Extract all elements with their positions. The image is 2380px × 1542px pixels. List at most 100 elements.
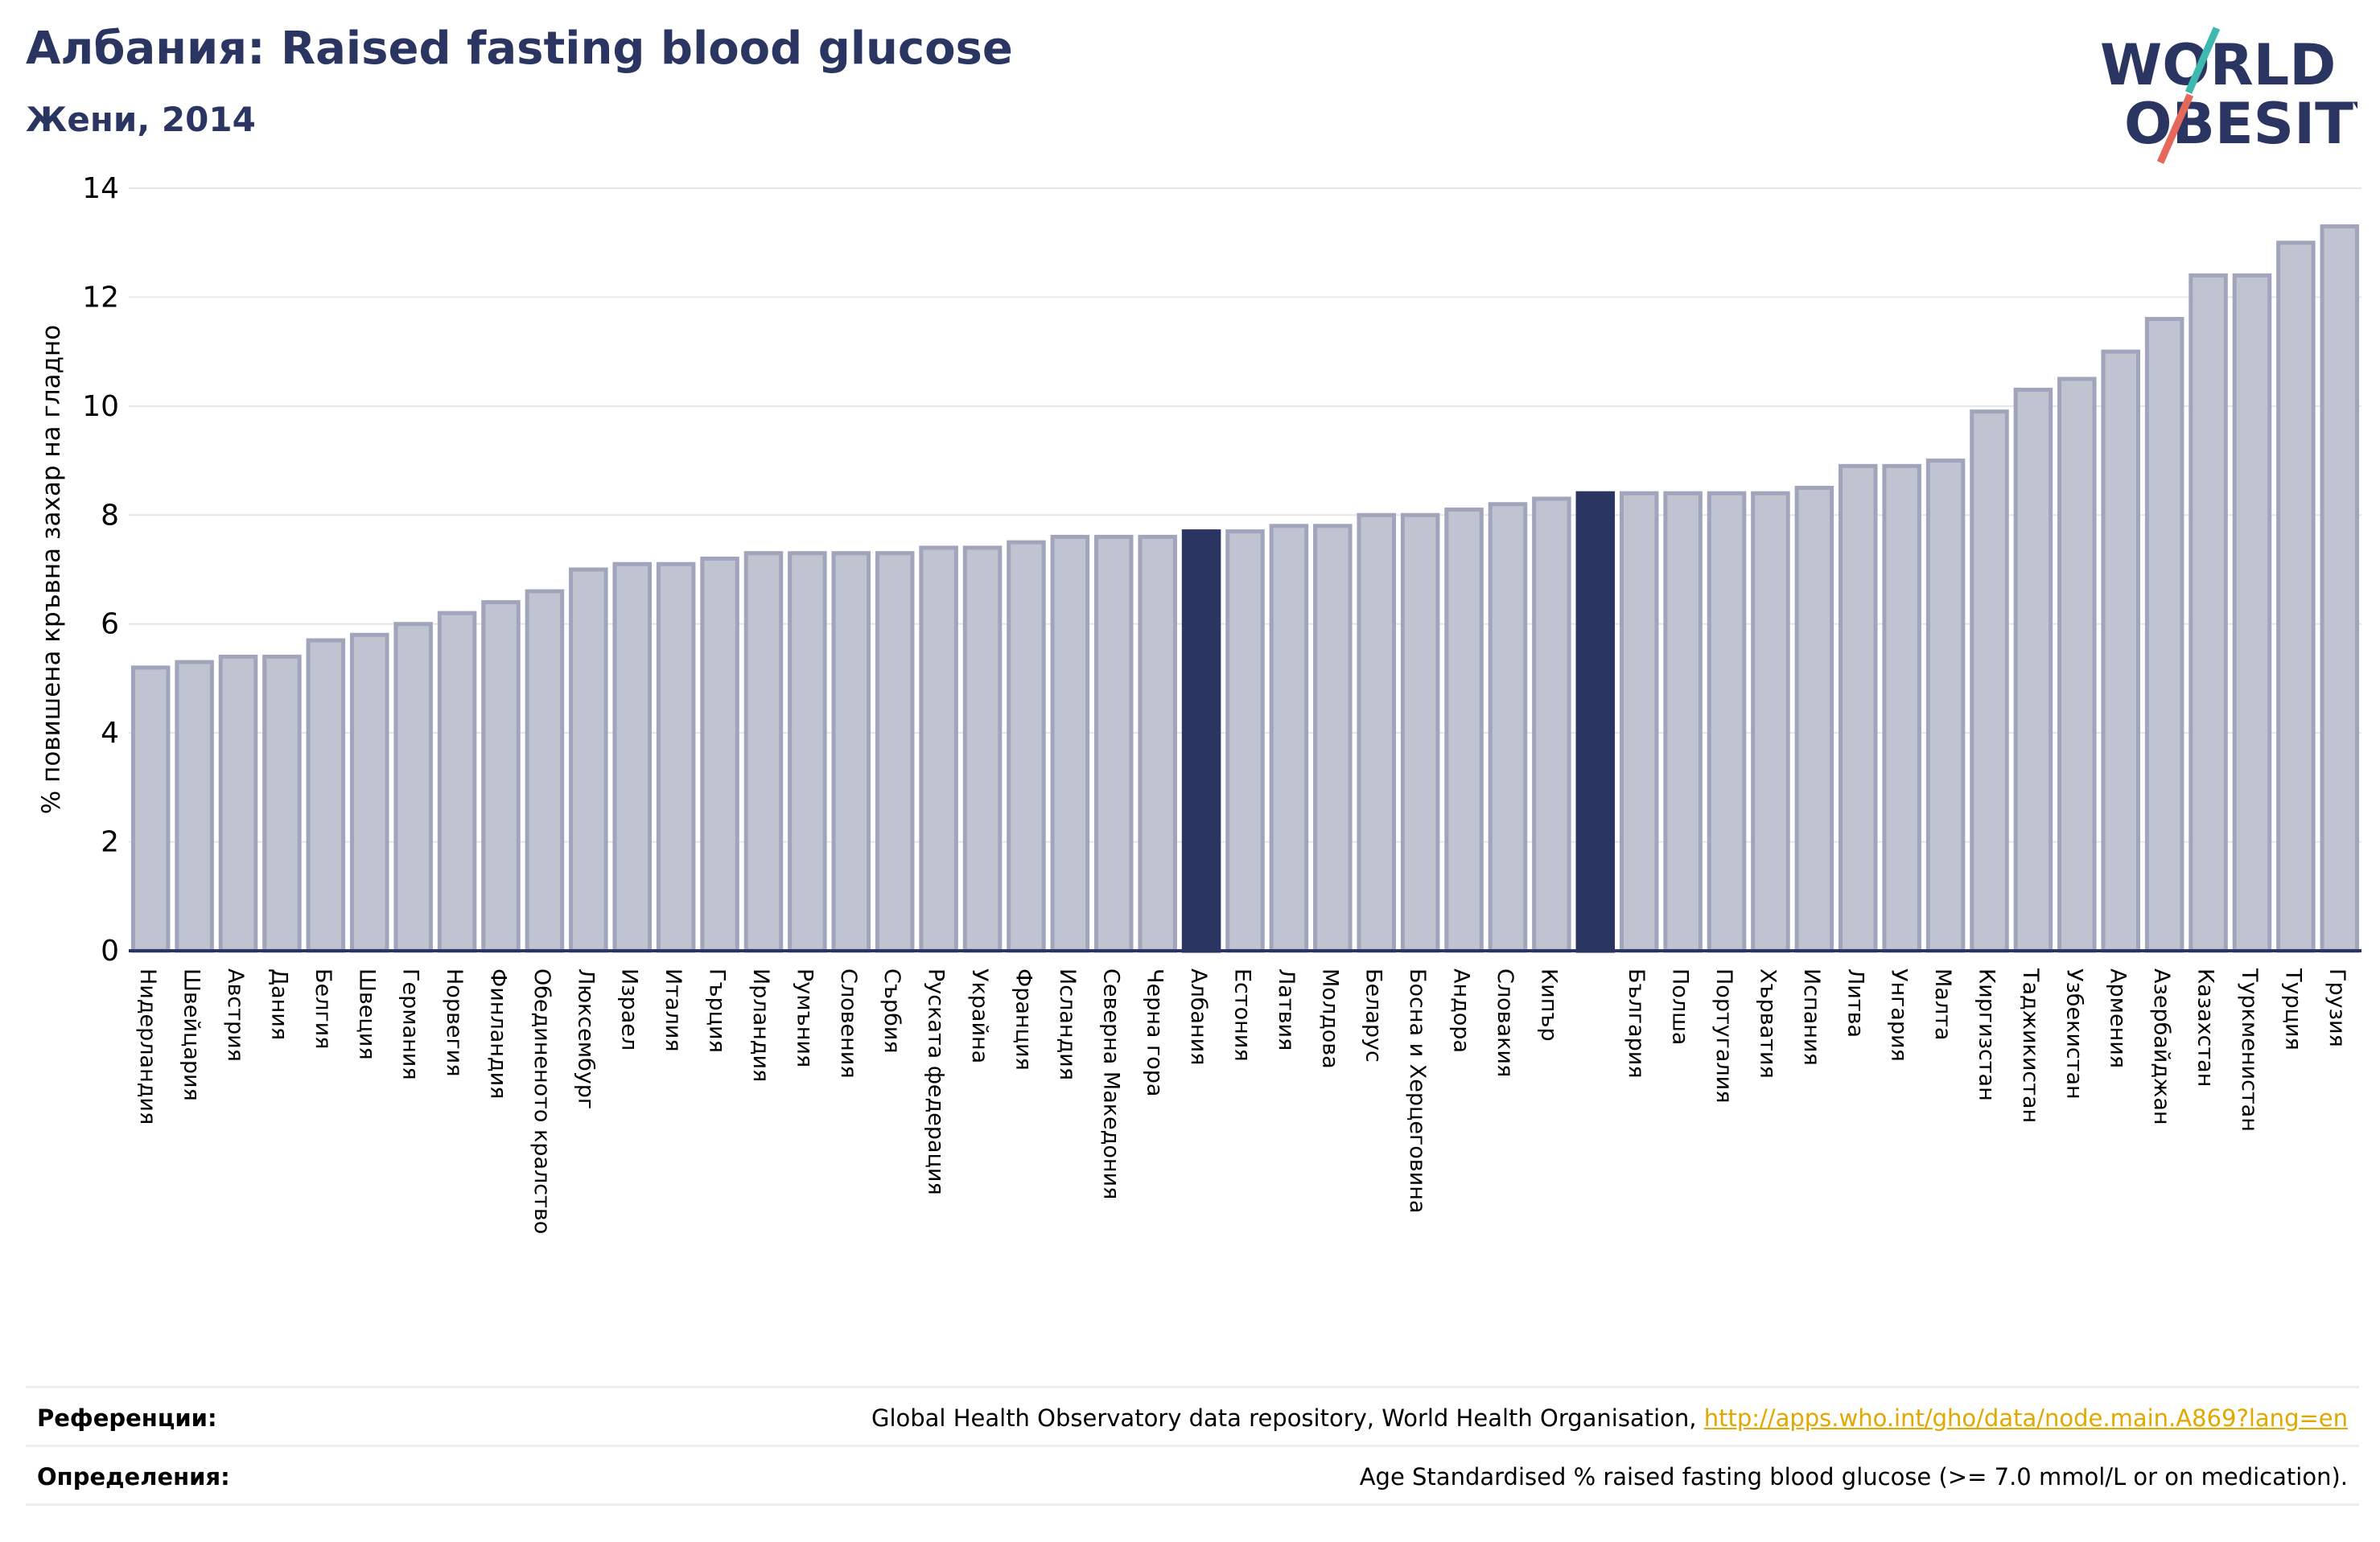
references-row: Референции: Global Health Observatory da… <box>26 1386 2359 1445</box>
bar <box>743 551 784 953</box>
x-tick-label: Нидерландия <box>135 968 160 1125</box>
bar <box>1007 540 1046 953</box>
x-tick-label: Армения <box>2106 968 2131 1068</box>
logo-slash-teal <box>2184 27 2221 94</box>
bar <box>2057 376 2097 953</box>
bar <box>262 654 302 953</box>
x-tick-label: Латвия <box>1274 968 1299 1051</box>
x-tick-label: Андора <box>1449 968 1474 1053</box>
x-tick-label: Германия <box>398 968 423 1080</box>
y-tick-label: 14 <box>82 172 119 205</box>
x-tick-label: Гърция <box>705 968 730 1053</box>
x-tick-label: Кипър <box>1536 968 1561 1042</box>
x-tick-label: Дания <box>266 968 291 1040</box>
bar <box>1839 463 1878 953</box>
x-tick-label: Италия <box>661 968 686 1052</box>
bar <box>2189 273 2228 953</box>
chart-title: Албания: Raised fasting blood glucose <box>26 23 1013 75</box>
bar <box>393 622 433 953</box>
bar <box>481 600 521 953</box>
x-tick-label: Люксембург <box>573 968 598 1109</box>
bar <box>2013 388 2053 953</box>
x-tick-label: Франция <box>1011 968 1036 1071</box>
bar <box>788 551 827 953</box>
references-text: Global Health Observatory data repositor… <box>871 1404 1704 1432</box>
definitions-label: Определения: <box>37 1463 230 1491</box>
bar <box>1707 491 1747 953</box>
bar <box>1050 534 1090 953</box>
logo-slash-coral <box>2156 93 2194 164</box>
bar <box>1400 512 1440 953</box>
bar <box>1094 534 1134 953</box>
bar <box>1138 534 1177 953</box>
definitions-row: Определения: Age Standardised % raised f… <box>26 1445 2359 1506</box>
x-tick-label: България <box>1624 968 1649 1079</box>
bar <box>1619 491 1659 953</box>
bar <box>218 654 258 953</box>
bar <box>1225 529 1265 953</box>
x-tick-label: Белгия <box>311 968 336 1049</box>
definitions-value: Age Standardised % raised fasting blood … <box>1359 1463 2348 1491</box>
x-tick-label: Туркменистан <box>2237 968 2262 1132</box>
x-tick-label: Северна Македония <box>1098 968 1123 1199</box>
bar <box>2276 241 2316 953</box>
x-tick-label: Испания <box>1799 968 1824 1066</box>
x-tick-label: Казахстан <box>2193 968 2218 1087</box>
x-tick-label: Азербайджан <box>2149 968 2174 1125</box>
bar-chart: 0 2 4 6 8 10 12 14 % повишена кръвна захар на гл… <box>37 172 2361 1234</box>
x-tick-label: Румъния <box>792 968 817 1067</box>
x-tick-label: Швеция <box>354 968 379 1060</box>
x-tick-label: Португалия <box>1711 968 1736 1103</box>
x-tick-label: Таджикистан <box>2018 968 2043 1123</box>
x-tick-label: Турция <box>2280 968 2305 1051</box>
x-tick-label: Швейцария <box>179 968 204 1101</box>
x-tick-label: Хърватия <box>1755 968 1780 1079</box>
bar <box>1444 508 1484 953</box>
bar <box>1794 485 1834 953</box>
bar <box>175 660 214 953</box>
bar <box>656 561 696 953</box>
bar <box>1970 409 2009 953</box>
bar <box>1357 512 1396 953</box>
x-tick-label: Израел <box>617 968 642 1051</box>
world-obesity-logo: WORLD OBESITY <box>2100 27 2357 164</box>
bar <box>350 632 389 953</box>
x-tick-label: Босна и Херцеговина <box>1405 968 1430 1213</box>
x-tick-label: Словения <box>836 968 861 1079</box>
bar <box>1532 496 1571 953</box>
bar <box>2144 317 2184 953</box>
bar <box>130 665 171 953</box>
x-tick-label: Руската федерация <box>924 968 949 1195</box>
bar <box>2320 224 2360 953</box>
references-link[interactable]: http://apps.who.int/gho/data/node.main.A… <box>1703 1404 2348 1432</box>
bar <box>1925 458 1966 953</box>
references-label: Референции: <box>37 1404 217 1432</box>
x-tick-label: Малта <box>1930 968 1955 1040</box>
y-tick-label: 2 <box>101 826 119 859</box>
x-tick-label: Черна гора <box>1143 968 1167 1096</box>
bar <box>569 567 608 953</box>
x-tick-label: Исландия <box>1055 968 1080 1080</box>
chart-subtitle: Жени, 2014 <box>26 100 256 139</box>
bar-highlighted <box>1575 491 1616 953</box>
bar <box>2232 273 2272 953</box>
x-tick-label: Грузия <box>2324 968 2349 1047</box>
bar <box>962 545 1003 953</box>
x-tick-label: Албания <box>1186 968 1211 1065</box>
bar <box>875 551 915 953</box>
y-tick-label: 6 <box>101 608 119 641</box>
x-tick-label: Сърбия <box>879 968 904 1054</box>
bar <box>1488 502 1528 953</box>
x-tick-label: Молдова <box>1317 968 1342 1069</box>
x-tick-label: Естония <box>1230 968 1255 1062</box>
x-tick-label: Полша <box>1668 968 1693 1045</box>
x-tick-label: Киргизстан <box>1974 968 1999 1101</box>
x-tick-label: Обединеното кралство <box>529 968 554 1234</box>
reference-table: Референции: Global Health Observatory da… <box>26 1386 2359 1506</box>
x-tick-label: Узбекистан <box>2061 968 2086 1100</box>
bar <box>2101 349 2141 953</box>
references-value: Global Health Observatory data repositor… <box>871 1404 2348 1432</box>
logo-text-obesity: OBESITY <box>2124 91 2357 157</box>
y-tick-label: 8 <box>101 499 119 532</box>
bar <box>831 551 871 953</box>
